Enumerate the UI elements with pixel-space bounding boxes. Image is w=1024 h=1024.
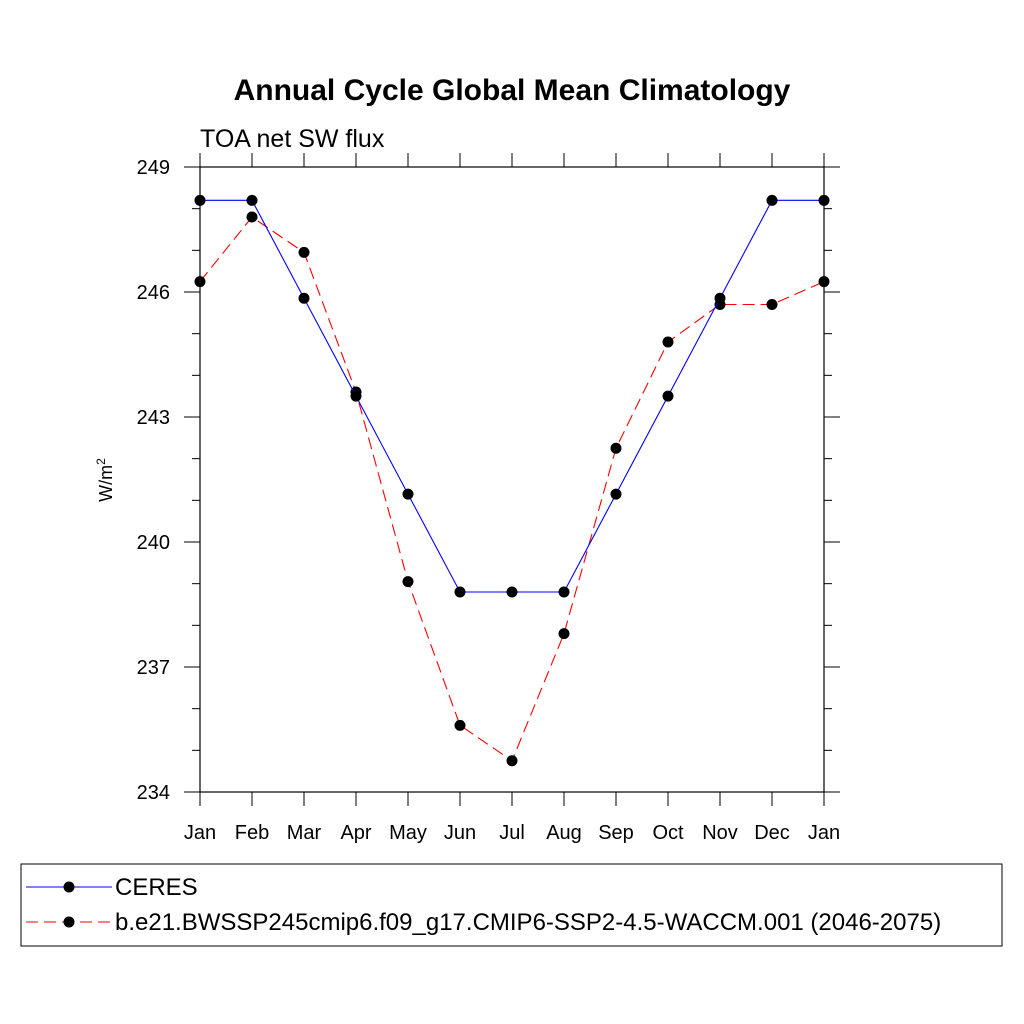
x-tick-label: Nov <box>702 822 738 844</box>
legend-marker-0 <box>63 881 75 893</box>
x-tick-label: Mar <box>287 822 322 844</box>
x-tick-label: Jan <box>184 822 216 844</box>
x-tick-label: Apr <box>340 822 371 844</box>
legend: CERES b.e21.BWSSP245cmip6.f09_g17.CMIP6-S… <box>26 874 941 936</box>
x-tick-label: May <box>389 822 427 844</box>
series-1-point <box>246 211 258 223</box>
series-0-point <box>506 586 518 598</box>
y-tick-label: 243 <box>137 407 170 429</box>
series-0-point <box>714 292 726 304</box>
x-tick-label: Jun <box>444 822 476 844</box>
series-0-point <box>454 586 466 598</box>
axes-layer: Jan Feb Mar Apr May Jun Jul Aug Sep Oct Nov Dec Jan 2… <box>137 153 840 844</box>
series-0-point <box>610 488 622 500</box>
series-1-point <box>298 246 310 258</box>
plot-frame <box>199 166 825 793</box>
x-tick-label: Feb <box>235 822 269 844</box>
series-0-point <box>558 586 570 598</box>
series-1-point <box>610 442 622 454</box>
y-axis-label-superscript: 2 <box>94 458 108 465</box>
y-axis-label-base: W/m <box>96 465 116 502</box>
y-tick-label: 240 <box>137 532 170 554</box>
series-0-point <box>298 292 310 304</box>
x-tick-label: Sep <box>598 822 634 844</box>
x-tick-label: Jul <box>499 822 525 844</box>
x-tick-label: Jan <box>808 822 840 844</box>
y-tick-label: 237 <box>137 657 170 679</box>
series-line-0 <box>200 199 824 593</box>
series-0-point <box>402 488 414 500</box>
y-axis-label: W/m2 <box>94 458 116 502</box>
y-tick-label: 249 <box>137 157 170 179</box>
series-1-point <box>558 628 570 640</box>
legend-marker-1 <box>63 916 75 928</box>
x-tick-label: Dec <box>754 822 790 844</box>
series-layer <box>194 194 830 767</box>
series-1-point <box>454 719 466 731</box>
legend-label-0: CERES <box>115 874 198 901</box>
y-tick-label: 246 <box>137 282 170 304</box>
series-1-point <box>662 336 674 348</box>
x-tick-label: Aug <box>546 822 582 844</box>
series-line-1 <box>199 216 825 762</box>
series-0-point <box>246 194 258 206</box>
legend-box <box>20 863 1003 947</box>
chart-title: Annual Cycle Global Mean Climatology <box>234 74 791 107</box>
series-0-point <box>662 390 674 402</box>
series-1-point <box>766 299 778 310</box>
legend-label-1: b.e21.BWSSP245cmip6.f09_g17.CMIP6-SSP2-4… <box>115 909 941 936</box>
series-1-point <box>506 755 518 767</box>
x-tick-label: Oct <box>652 822 684 844</box>
series-1-point <box>402 576 414 588</box>
series-0-point <box>766 194 778 206</box>
y-tick-label: 234 <box>137 782 170 804</box>
series-0-point <box>350 390 362 402</box>
chart-subtitle: TOA net SW flux <box>200 125 385 153</box>
